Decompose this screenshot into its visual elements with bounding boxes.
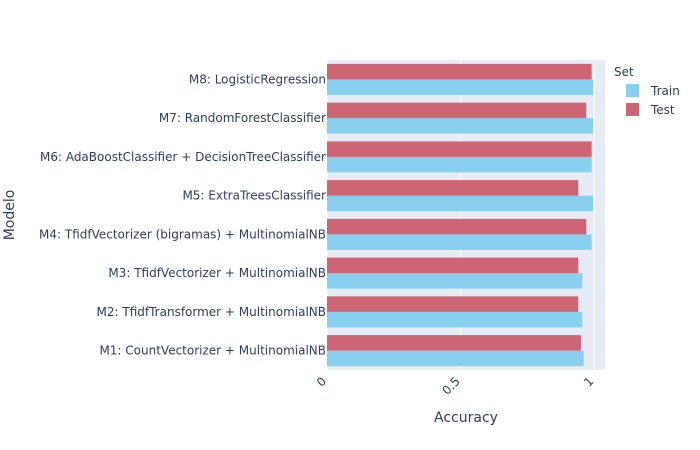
category-label: M2: TfidfTransformer + MultinomialNB xyxy=(97,305,326,319)
category-label: M8: LogisticRegression xyxy=(189,72,326,86)
bar-test-1 xyxy=(327,335,581,351)
category-label: M7: RandomForestClassifier xyxy=(159,111,326,125)
x-tick-label: 1 xyxy=(581,374,596,389)
bar-test-8 xyxy=(327,63,592,80)
bar-train-7 xyxy=(327,118,593,134)
bar-train-6 xyxy=(327,156,592,173)
x-tick-label: 0.5 xyxy=(439,374,462,397)
bar-test-3 xyxy=(327,257,579,274)
bars xyxy=(327,63,593,367)
category-label: M3: TfidfVectorizer + MultinomialNB xyxy=(108,266,326,280)
bar-test-5 xyxy=(327,180,579,196)
legend-swatch-test[interactable] xyxy=(626,103,639,116)
bar-test-4 xyxy=(327,218,587,235)
legend-swatch-train[interactable] xyxy=(626,84,639,97)
bar-test-7 xyxy=(327,102,587,119)
x-tick-label: 0 xyxy=(314,374,329,389)
legend-label-train[interactable]: Train xyxy=(650,84,680,98)
bar-train-8 xyxy=(327,79,593,95)
bar-test-2 xyxy=(327,296,579,312)
category-label: M4: TfidfVectorizer (bigramas) + Multino… xyxy=(39,227,326,241)
bar-train-5 xyxy=(327,195,593,212)
bar-train-3 xyxy=(327,273,583,289)
bar-train-4 xyxy=(327,234,592,250)
category-label: M6: AdaBoostClassifier + DecisionTreeCla… xyxy=(40,150,326,164)
category-label: M5: ExtraTreesClassifier xyxy=(182,189,326,203)
x-axis-title: Accuracy xyxy=(434,410,498,426)
category-labels: M1: CountVectorizer + MultinomialNB M2: T… xyxy=(39,72,326,357)
bar-train-1 xyxy=(327,350,584,367)
category-label: M1: CountVectorizer + MultinomialNB xyxy=(99,344,326,358)
bar-test-6 xyxy=(327,141,592,157)
legend-label-test[interactable]: Test xyxy=(650,103,675,117)
y-axis-title: Modelo xyxy=(2,190,18,241)
bar-train-2 xyxy=(327,311,583,328)
legend: Set Train Test xyxy=(614,65,680,117)
legend-title: Set xyxy=(614,65,634,79)
x-tick-labels: 0 0.5 1 xyxy=(314,374,597,397)
